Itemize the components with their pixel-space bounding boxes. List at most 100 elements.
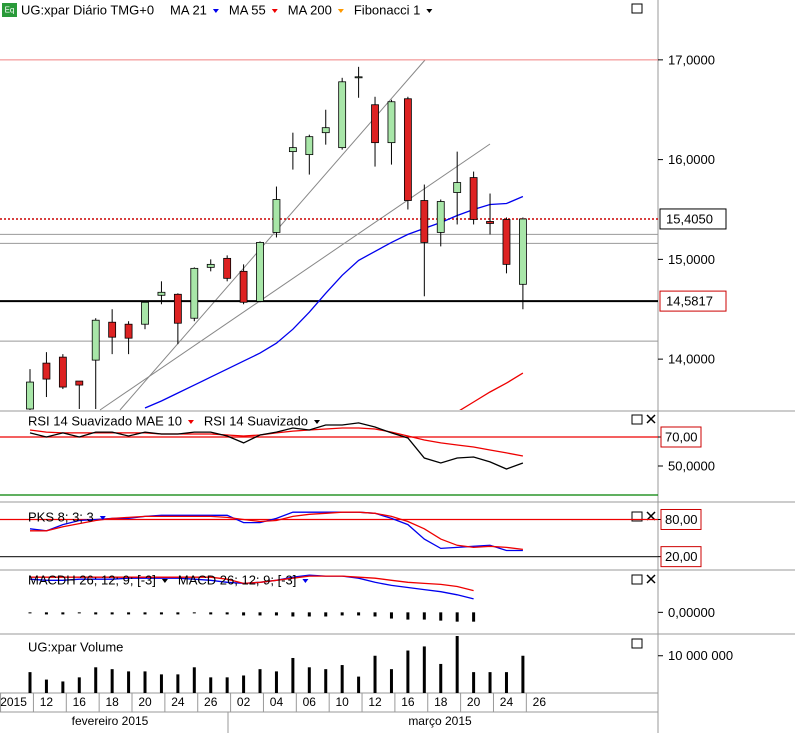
symbol-icon-text: Eq [5, 6, 15, 15]
maximize-button[interactable] [631, 638, 643, 649]
x-tick-label: 26 [204, 695, 218, 709]
histogram-bar [176, 612, 180, 615]
indicator-line [30, 575, 474, 592]
x-tick-label: 18 [105, 695, 119, 709]
candle-body [173, 293, 182, 324]
indicator-line [144, 195, 524, 409]
volume-bar [504, 672, 508, 693]
symbol-icon [2, 3, 17, 17]
x-tick-label: 16 [73, 695, 87, 709]
y-tick-label: 16,0000 [668, 152, 715, 167]
y-tick-label: 15,0000 [668, 252, 715, 267]
maximize-button[interactable] [631, 3, 643, 14]
close-button[interactable] [646, 414, 656, 584]
x-tick-label: 2015 [0, 695, 27, 709]
histogram-bar [159, 612, 163, 615]
x-tick-label: 16 [401, 695, 415, 709]
volume-bar [422, 646, 426, 693]
trend-line [99, 143, 491, 411]
candle-body [108, 321, 117, 338]
indicator-line [29, 427, 524, 457]
histogram-bar [291, 612, 295, 617]
x-tick-label: 20 [467, 695, 481, 709]
candle-body [288, 147, 297, 153]
x-tick-label: 12 [40, 695, 54, 709]
histogram-bar [373, 612, 377, 617]
indicator-line [30, 511, 523, 551]
candle-body [91, 319, 100, 361]
month-label: fevereiro 2015 [72, 714, 149, 728]
candle-body [486, 221, 494, 224]
volume-bar [61, 681, 65, 693]
y-tick-label: 80,00 [665, 512, 698, 527]
volume-bar [209, 677, 213, 693]
panel-plot [0, 422, 658, 496]
histogram-bar [307, 612, 311, 617]
volume-bar [488, 672, 492, 693]
candle-body [26, 381, 34, 410]
volume-bar [274, 671, 278, 693]
candle-body [272, 199, 281, 233]
x-tick-label: 20 [138, 695, 152, 709]
volume-bar [159, 674, 163, 693]
candle-body [387, 101, 396, 144]
histogram-bar [389, 612, 393, 619]
legend-dropdown [314, 420, 320, 424]
candle-body [469, 177, 478, 220]
volume-bar [242, 675, 246, 693]
x-tick-label: 26 [533, 695, 547, 709]
legend-entry: UG:xpar Volume [28, 639, 123, 654]
candle-body [354, 76, 363, 79]
volume-bar [258, 669, 262, 693]
candle-body [239, 270, 248, 303]
maximize-button[interactable] [631, 574, 643, 585]
candle-body [157, 291, 166, 296]
legend-dropdown [271, 9, 278, 13]
histogram-bar [143, 612, 147, 615]
legend-dropdown [426, 9, 433, 13]
level-label-box [660, 546, 702, 568]
x-tick-label: 02 [237, 695, 251, 709]
histogram-bar [472, 612, 476, 622]
volume-bar [340, 665, 344, 693]
legend-entry: MACDH 26; 12; 9; [-3] [28, 572, 156, 587]
volume-bar [127, 671, 131, 693]
volume-bar [94, 667, 98, 693]
histogram-bar [357, 612, 361, 616]
y-tick-label: 50,0000 [668, 458, 715, 473]
histogram-bar [242, 612, 246, 616]
panel-plot [0, 511, 658, 558]
volume-bar [406, 650, 410, 693]
volume-bar [455, 636, 459, 693]
volume-bar [472, 672, 476, 693]
x-tick-label: 24 [500, 695, 514, 709]
volume-bar [307, 667, 311, 693]
panel-plot [0, 59, 658, 410]
histogram-bar [127, 612, 131, 615]
candle-body [190, 267, 199, 319]
x-tick-label: 24 [171, 695, 185, 709]
maximize-button[interactable] [631, 414, 643, 425]
x-tick-label: 12 [368, 695, 382, 709]
y-tick-label: 70,00 [665, 429, 698, 444]
volume-bar [521, 655, 525, 693]
volume-bar [143, 671, 147, 693]
maximize-button[interactable] [631, 511, 643, 522]
legend-entry: RSI 14 Suavizado [204, 413, 308, 428]
volume-bar [44, 679, 48, 693]
volume-bar [192, 667, 196, 693]
histogram-bar [61, 612, 65, 615]
legend-dropdown [187, 420, 194, 424]
candle-body [223, 257, 232, 279]
y-tick-label: 0,00000 [668, 605, 715, 620]
price-label-box [659, 208, 727, 230]
candle-body [256, 242, 264, 302]
histogram-bar [439, 612, 443, 621]
window-buttons [631, 3, 656, 649]
histogram-bar [340, 612, 344, 616]
candle-body [502, 219, 511, 265]
candle-body [338, 81, 347, 149]
volume-bar [373, 655, 377, 693]
